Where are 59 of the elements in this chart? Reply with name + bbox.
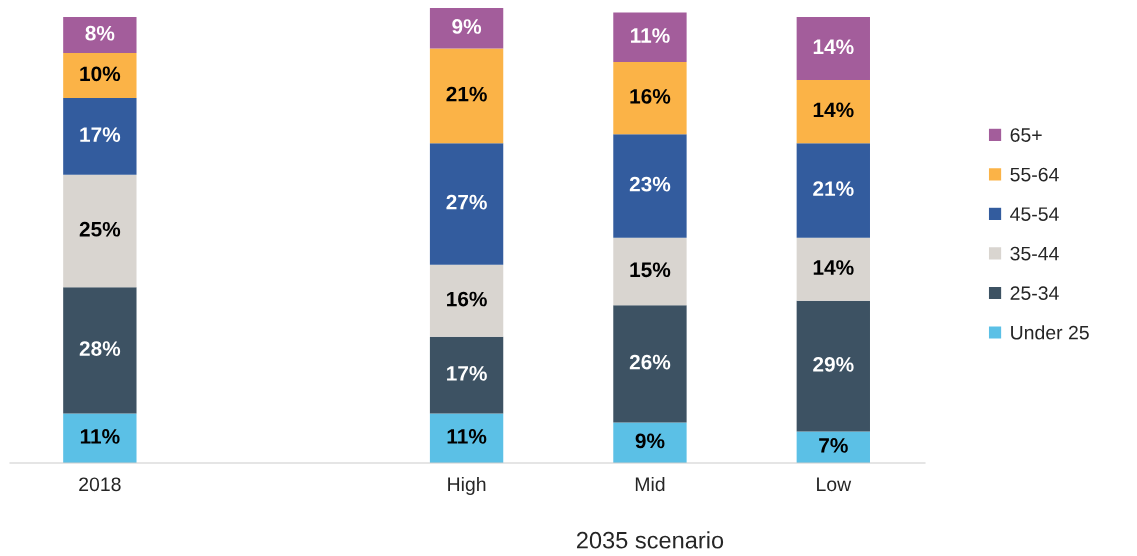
bar (796, 143, 870, 238)
x-tick-label: Mid (635, 476, 665, 492)
data-label: 14% (813, 260, 854, 275)
bar (613, 134, 687, 238)
bar (613, 62, 687, 135)
data-label: 16% (447, 291, 487, 307)
bar (796, 80, 870, 144)
data-label: 9% (452, 19, 482, 34)
bar (63, 287, 137, 414)
x-tick-label: 2018 (79, 477, 121, 492)
bar (63, 17, 137, 54)
data-label: 14% (813, 39, 854, 55)
data-label: 28% (79, 341, 121, 356)
bar (613, 12, 687, 63)
bar (429, 48, 504, 144)
data-label: 8% (85, 25, 115, 41)
bar (429, 413, 504, 463)
legend-label: 45-54 (1010, 207, 1059, 221)
data-label: 25% (79, 221, 121, 237)
bar (63, 98, 137, 175)
data-label: 26% (629, 354, 671, 370)
bar (796, 17, 870, 81)
legend-label: 65+ (1010, 128, 1042, 142)
data-label: 14% (813, 102, 854, 118)
data-label: 27% (446, 194, 487, 210)
bar (613, 237, 687, 306)
x-tick-label: Low (817, 477, 852, 492)
data-label: 23% (629, 176, 671, 192)
x-axis-title: 2035 scenario (576, 531, 724, 549)
data-label: 29% (813, 356, 854, 372)
bar (613, 305, 687, 423)
bar (429, 264, 504, 337)
legend-label: 35-44 (1010, 246, 1059, 261)
bar (63, 413, 137, 463)
data-label: 11% (80, 429, 120, 444)
bar (429, 8, 504, 49)
data-label: 11% (630, 28, 670, 43)
data-label: 17% (447, 366, 487, 381)
data-label: 17% (80, 127, 121, 142)
bar (796, 431, 870, 463)
data-label: 7% (819, 438, 848, 453)
bar (796, 300, 870, 432)
bar (63, 174, 137, 288)
data-label: 21% (446, 86, 487, 102)
bar (613, 422, 687, 463)
data-label: 21% (813, 181, 854, 196)
legend-label: 25-34 (1010, 286, 1059, 300)
data-label: 9% (635, 433, 665, 449)
data-label: 11% (447, 429, 487, 444)
data-label: 15% (630, 262, 671, 278)
x-tick-label: High (448, 476, 486, 496)
bar (796, 237, 870, 301)
bar (429, 143, 504, 265)
bar (429, 336, 504, 414)
data-label: 16% (630, 88, 671, 104)
bar (63, 53, 137, 99)
data-label: 10% (80, 66, 121, 82)
legend-label: Under 25 (1011, 325, 1089, 340)
legend-label: 55-64 (1010, 167, 1059, 182)
